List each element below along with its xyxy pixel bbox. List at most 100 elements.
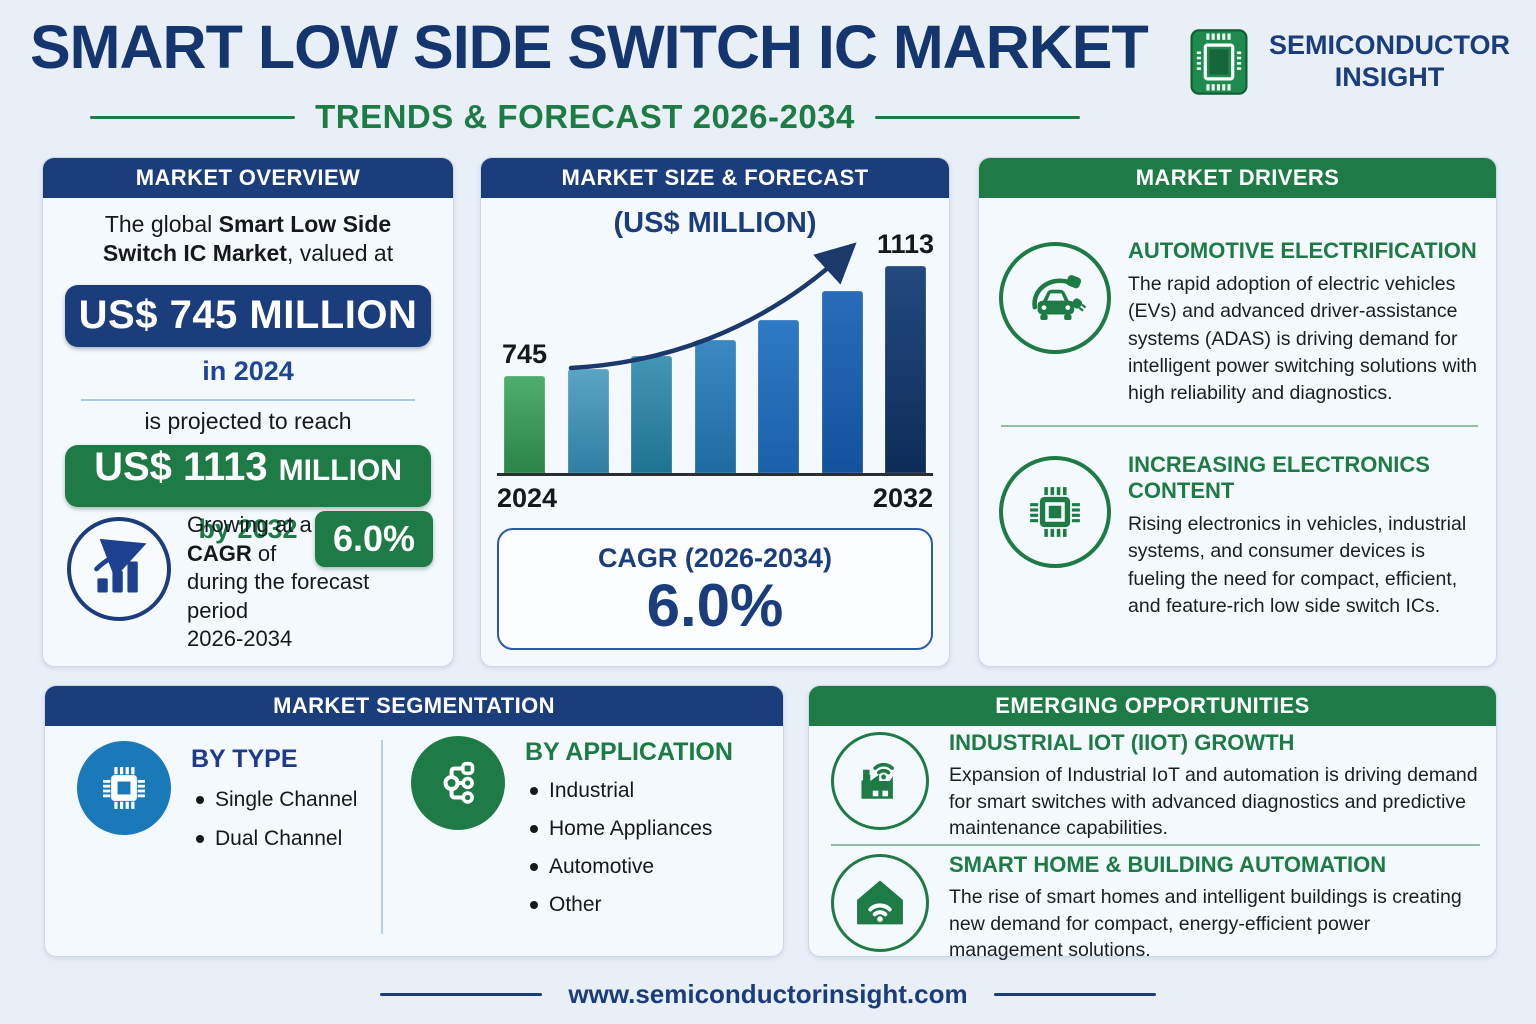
list-item: Home Appliances bbox=[525, 817, 733, 841]
chart-bar bbox=[567, 369, 609, 473]
value-2032-number: US$ 1113 bbox=[94, 444, 268, 489]
opportunity-text: Expansion of Industrial IoT and automati… bbox=[949, 764, 1478, 840]
x-tick-first: 2024 bbox=[497, 483, 558, 513]
segment-type-list: Single Channel Dual Channel bbox=[191, 788, 357, 851]
value-2032-unit: MILLION bbox=[278, 453, 402, 487]
market-overview-header: MARKET OVERVIEW bbox=[43, 158, 453, 198]
cagr-value-badge: 6.0% bbox=[315, 511, 433, 568]
microchip-icon bbox=[77, 741, 171, 835]
driver-title: AUTOMOTIVE ELECTRIFICATION bbox=[1128, 238, 1477, 263]
network-branch-icon bbox=[411, 736, 505, 830]
value-2032-caption: by 2032 bbox=[198, 513, 298, 544]
opportunities-divider bbox=[831, 844, 1480, 846]
emerging-opportunities-panel: EMERGING OPPORTUNITIES INDUSTRIAL IOT (I… bbox=[808, 685, 1497, 961]
chart-bar bbox=[504, 376, 545, 473]
bar-chart-bars: 745 1113 bbox=[497, 229, 934, 476]
footer-url[interactable]: www.semiconductorinsight.com bbox=[568, 979, 968, 1009]
segmentation-divider bbox=[381, 740, 383, 934]
segment-type-content: BY TYPE Single Channel Dual Channel bbox=[191, 741, 357, 866]
chart-bar bbox=[694, 340, 736, 473]
opportunity-item-smart-home: SMART HOME & BUILDING AUTOMATION The ris… bbox=[831, 852, 1482, 964]
chart-bar-column bbox=[821, 291, 863, 473]
page-subtitle: TRENDS & FORECAST 2026-2034 bbox=[315, 98, 855, 135]
segment-by-application: BY APPLICATION Industrial Home Appliance… bbox=[411, 736, 765, 931]
factory-wifi-icon bbox=[831, 732, 929, 830]
brand-name-line1: SEMICONDUCTOR bbox=[1268, 30, 1510, 61]
subtitle-rule-left bbox=[90, 115, 296, 119]
driver-text: Rising electronics in vehicles, industri… bbox=[1128, 513, 1467, 617]
segment-application-title: BY APPLICATION bbox=[525, 738, 733, 766]
opportunity-content: SMART HOME & BUILDING AUTOMATION The ris… bbox=[949, 852, 1482, 964]
footer: www.semiconductorinsight.com bbox=[0, 979, 1536, 1010]
chart-bar-column bbox=[694, 340, 736, 473]
cagr-callout-box: CAGR (2026-2034) 6.0% bbox=[497, 528, 933, 650]
segment-application-list: Industrial Home Appliances Automotive Ot… bbox=[525, 779, 733, 917]
opportunity-title: SMART HOME & BUILDING AUTOMATION bbox=[949, 852, 1387, 877]
brand-name: SEMICONDUCTOR INSIGHT bbox=[1269, 30, 1510, 94]
opportunity-item-iiot: INDUSTRIAL IOT (IIOT) GROWTH Expansion o… bbox=[831, 730, 1482, 842]
list-item: Other bbox=[525, 893, 733, 917]
brand-logo: SEMICONDUCTOR INSIGHT bbox=[1181, 24, 1510, 100]
chart-bar-column bbox=[631, 356, 672, 473]
driver-title: INCREASING ELECTRONICS CONTENT bbox=[1128, 452, 1430, 503]
segment-by-type: BY TYPE Single Channel Dual Channel bbox=[77, 741, 377, 866]
brand-name-line2: INSIGHT bbox=[1334, 62, 1445, 92]
value-2024-badge: US$ 745 MILLION bbox=[65, 284, 431, 347]
growth-trend-icon bbox=[67, 517, 171, 622]
driver-item-automotive: AUTOMOTIVE ELECTRIFICATION The rapid ado… bbox=[999, 238, 1480, 407]
opportunity-title: INDUSTRIAL IOT (IIOT) GROWTH bbox=[949, 730, 1295, 755]
drivers-divider bbox=[1001, 425, 1478, 427]
page-subtitle-row: TRENDS & FORECAST 2026-2034 bbox=[30, 98, 1140, 136]
chart-unit-label: (US$ MILLION) bbox=[613, 207, 817, 239]
chart-bar bbox=[758, 320, 799, 473]
list-item: Single Channel bbox=[191, 788, 357, 812]
value-2024-caption: in 2024 bbox=[202, 355, 294, 386]
emerging-opportunities-header: EMERGING OPPORTUNITIES bbox=[809, 686, 1496, 726]
market-drivers-panel: MARKET DRIVERS bbox=[978, 157, 1497, 667]
list-item: Automotive bbox=[525, 855, 733, 879]
driver-content: INCREASING ELECTRONICS CONTENT Rising el… bbox=[1128, 452, 1480, 620]
list-item: Dual Channel bbox=[191, 827, 357, 851]
chart-bar-column bbox=[567, 369, 609, 473]
market-forecast-header: MARKET SIZE & FORECAST bbox=[481, 158, 949, 198]
driver-text: The rapid adoption of electric vehicles … bbox=[1128, 273, 1478, 405]
chart-bar bbox=[631, 356, 672, 473]
market-drivers-header: MARKET DRIVERS bbox=[979, 158, 1496, 198]
projection-lead: is projected to reach bbox=[144, 407, 352, 434]
footer-rule-right bbox=[993, 993, 1156, 996]
bar-value-label: 745 bbox=[501, 339, 548, 369]
x-tick-last: 2032 bbox=[872, 483, 933, 513]
smart-home-wifi-icon bbox=[831, 854, 929, 952]
chart-bar-column: 1113 bbox=[877, 229, 934, 473]
chart-bar bbox=[821, 291, 863, 473]
cagr-callout-title: CAGR (2026-2034) bbox=[597, 543, 833, 573]
bar-value-label: 1113 bbox=[876, 229, 935, 259]
chart-bar-column: 745 bbox=[501, 339, 548, 473]
microchip-icon bbox=[999, 456, 1111, 568]
chart-bar-column bbox=[758, 320, 799, 473]
overview-cagr-text: Growing at a CAGR of during the forecast… bbox=[187, 509, 433, 654]
overview-divider bbox=[81, 398, 415, 401]
market-segmentation-header: MARKET SEGMENTATION bbox=[45, 686, 783, 726]
chip-logo-icon bbox=[1190, 29, 1248, 95]
value-2032-badge: US$ 1113 MILLION bbox=[65, 444, 431, 507]
segment-type-title: BY TYPE bbox=[191, 745, 298, 773]
page-title: SMART LOW SIDE SWITCH IC MARKET bbox=[30, 13, 1149, 81]
market-segmentation-panel: MARKET SEGMENTATION BY TYPE Sing bbox=[44, 685, 784, 957]
market-overview-panel: MARKET OVERVIEW The global Smart Low Sid… bbox=[42, 157, 454, 667]
driver-content: AUTOMOTIVE ELECTRIFICATION The rapid ado… bbox=[1128, 238, 1480, 407]
footer-rule-left bbox=[380, 993, 543, 996]
opportunity-text: The rise of smart homes and intelligent … bbox=[949, 886, 1462, 962]
overview-intro: The global Smart Low Side Switch IC Mark… bbox=[102, 211, 394, 266]
overview-cagr-row: Growing at a CAGR of during the forecast… bbox=[67, 509, 433, 654]
driver-item-electronics: INCREASING ELECTRONICS CONTENT Rising el… bbox=[999, 452, 1480, 620]
chart-x-axis: 2024 2032 bbox=[497, 483, 933, 514]
list-item: Industrial bbox=[525, 779, 733, 803]
cagr-callout-value: 6.0% bbox=[646, 572, 784, 639]
bar-chart: 745 1113 bbox=[497, 229, 934, 476]
market-forecast-panel: MARKET SIZE & FORECAST (US$ MILLION) 745… bbox=[480, 157, 950, 667]
segment-application-content: BY APPLICATION Industrial Home Appliance… bbox=[525, 736, 733, 931]
opportunity-content: INDUSTRIAL IOT (IIOT) GROWTH Expansion o… bbox=[949, 730, 1482, 842]
subtitle-rule-right bbox=[874, 115, 1080, 119]
